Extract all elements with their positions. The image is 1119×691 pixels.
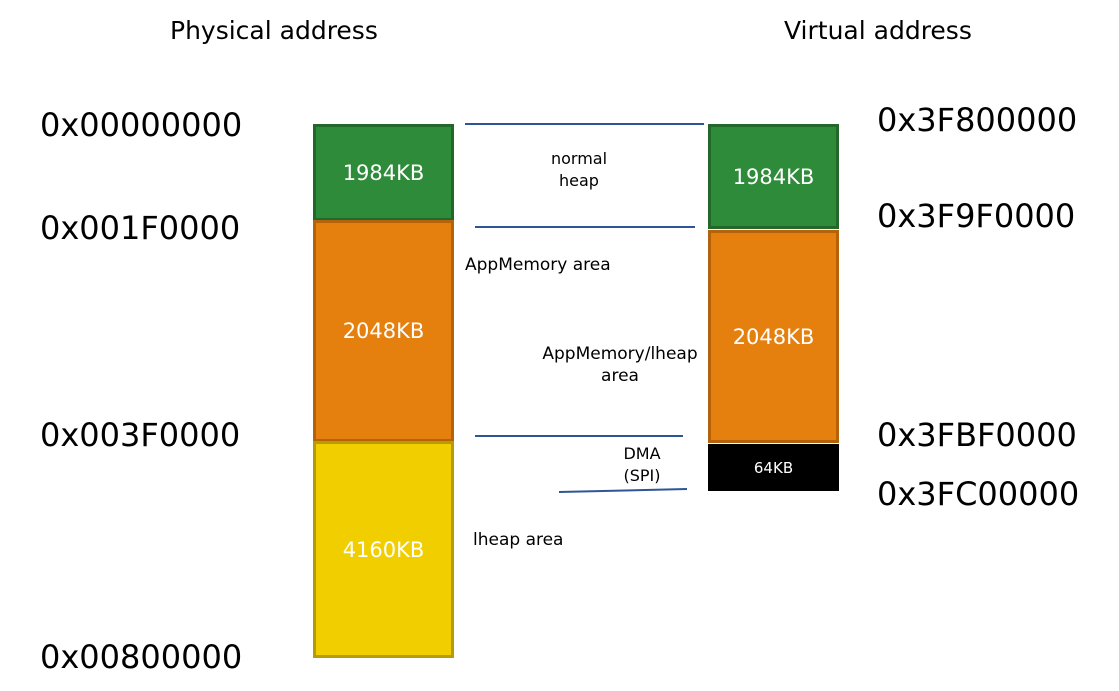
physical-block-lheap: 4160KB [313,441,454,658]
appmemory-lheap-label-line1: AppMemory/lheap [542,344,698,364]
normal-heap-label-line1: normal [550,149,608,168]
virtual-address-3: 0x3FC00000 [877,475,1080,513]
virtual-address-0: 0x3F800000 [877,101,1078,139]
virtual-block-normal-heap: 1984KB [708,124,839,229]
virtual-block-dma: 64KB [708,444,839,491]
physical-address-0: 0x00000000 [40,106,243,144]
lheap-area-label: lheap area [473,530,564,550]
virtual-address-1: 0x3F9F0000 [877,197,1076,235]
connector-line-dma-end [558,488,688,493]
physical-address-1: 0x001F0000 [40,209,241,247]
virtual-address-header: Virtual address [784,16,972,45]
dma-label-line1: DMA [623,444,661,463]
physical-address-2: 0x003F0000 [40,416,241,454]
physical-address-header: Physical address [170,16,378,45]
virtual-block-appmemory-lheap: 2048KB [708,230,839,443]
dma-label: DMA (SPI) [600,443,684,487]
virtual-address-2: 0x3FBF0000 [877,416,1077,454]
normal-heap-label-line2: heap [559,171,599,190]
physical-block-appmemory: 2048KB [313,220,454,442]
physical-block-normal-heap: 1984KB [313,124,454,221]
normal-heap-label: normal heap [530,148,628,192]
dma-label-line2: (SPI) [623,466,661,485]
appmemory-lheap-label-line2: area [601,366,639,386]
appmemory-lheap-label: AppMemory/lheap area [535,343,705,387]
appmemory-area-label: AppMemory area [465,255,611,275]
physical-address-3: 0x00800000 [40,638,243,676]
